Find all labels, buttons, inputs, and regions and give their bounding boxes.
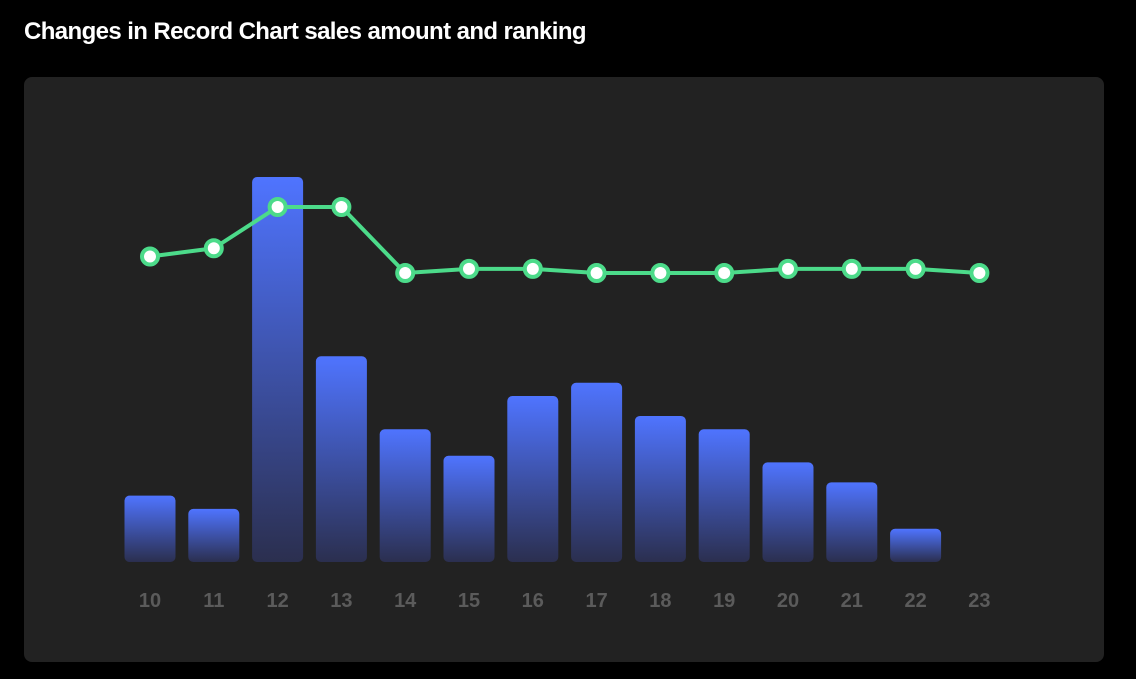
line-layer	[148, 205, 982, 275]
x-axis-ticks: 10 11 12 13 14 15 16 17 18 19 20 21 22 23	[139, 590, 991, 612]
x-tick-label: 12	[266, 590, 288, 612]
line-point-11	[203, 238, 224, 259]
line-point-14	[395, 263, 416, 283]
x-tick-label: 23	[968, 590, 990, 612]
line-point-22	[905, 258, 926, 279]
x-tick-label: 22	[904, 590, 926, 612]
line-point-12	[267, 197, 288, 217]
x-tick-label: 11	[203, 590, 224, 612]
line-point-21	[841, 258, 862, 279]
x-tick-label: 20	[777, 590, 799, 612]
bar-14	[379, 429, 431, 562]
bar-20	[762, 462, 814, 562]
line-point-10	[140, 246, 160, 267]
line-point-18	[650, 263, 671, 283]
bar-13	[315, 356, 367, 562]
bar-22	[890, 528, 942, 562]
bar-17	[571, 382, 623, 562]
bar-15	[443, 455, 495, 562]
chart-svg: 10 11 12 13 14 15 16 17 18 19 20 21 22 23	[124, 177, 991, 612]
x-tick-label: 14	[394, 590, 417, 612]
ranking-line	[148, 205, 982, 275]
bar-10	[124, 495, 176, 562]
bar-16	[507, 396, 559, 562]
line-point-20	[778, 258, 798, 279]
bar-11	[188, 508, 240, 562]
chart-panel: 10 11 12 13 14 15 16 17 18 19 20 21 22 23	[24, 77, 1104, 662]
bar-12	[252, 177, 304, 562]
line-point-16	[522, 258, 543, 279]
bar-21	[826, 482, 878, 562]
x-tick-label: 18	[649, 590, 671, 612]
x-tick-label: 17	[585, 590, 607, 612]
chart-title: Changes in Record Chart sales amount and…	[24, 18, 587, 45]
x-tick-label: 15	[458, 590, 480, 612]
line-point-15	[459, 258, 479, 279]
line-point-17	[586, 263, 607, 283]
x-tick-label: 13	[330, 590, 352, 612]
bars-layer	[124, 177, 942, 562]
x-tick-label: 21	[841, 590, 863, 612]
line-point-23	[969, 263, 990, 283]
points-layer	[140, 197, 990, 283]
bar-18	[634, 415, 686, 562]
line-point-13	[331, 197, 352, 217]
x-tick-label: 16	[522, 590, 544, 612]
x-tick-label: 10	[139, 590, 161, 612]
line-point-19	[714, 263, 735, 283]
x-tick-label: 19	[713, 590, 735, 612]
bar-19	[698, 429, 750, 562]
